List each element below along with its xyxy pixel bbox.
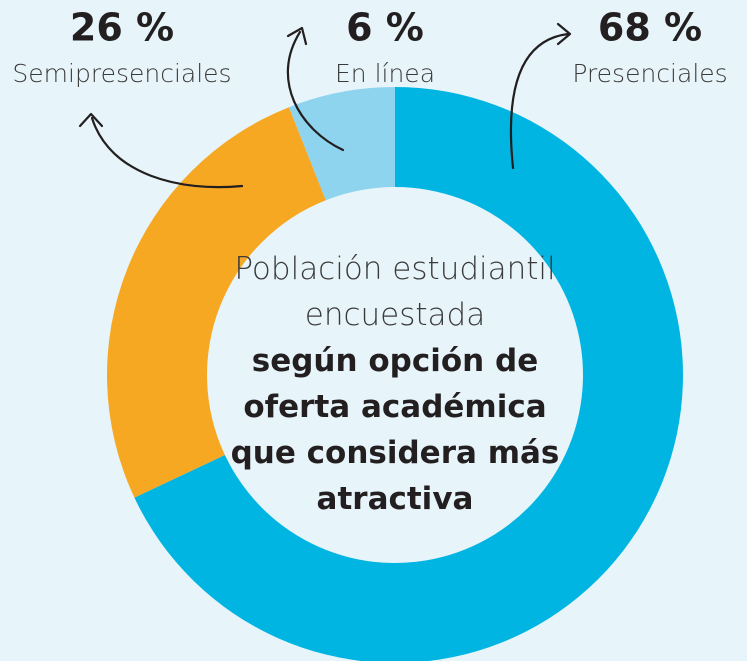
arrow-head [78,112,104,128]
arrow [509,32,570,170]
arrow [286,30,345,152]
category-label: Presenciales [572,59,727,88]
value-label: 6 % [346,6,424,50]
arrows [78,22,572,189]
arrow-head [286,26,308,46]
category-label: En línea [335,59,435,88]
slice [288,87,395,201]
arrow [90,116,244,189]
slices [107,87,683,661]
slice [107,107,326,498]
value-label: 26 % [70,6,174,50]
slice [134,87,683,661]
center-text: Población estudiantil encuestada según o… [220,246,570,522]
arrow-head [556,22,572,46]
category-label: Semipresenciales [12,59,231,88]
chart-subtitle: según opción de oferta académica que con… [230,343,560,517]
value-label: 68 % [598,6,702,50]
center-block: Población estudiantil encuestada según o… [220,246,570,522]
labels: 68 % Presenciales 26 % Semipresenciales 6 % E… [12,6,727,89]
chart-title: Población estudiantil encuestada [234,251,556,333]
